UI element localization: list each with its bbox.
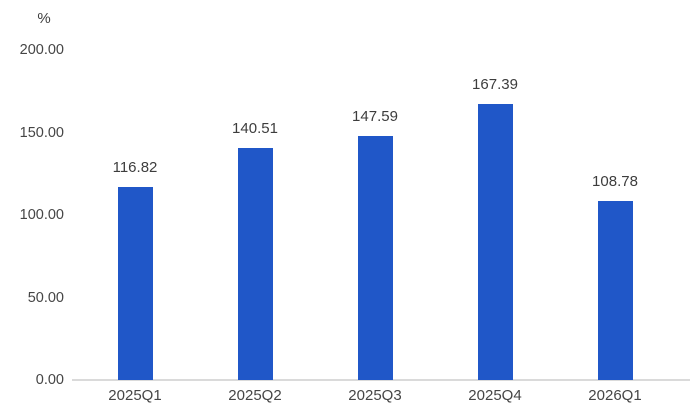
- x-axis-tick-label: 2025Q3: [348, 387, 402, 404]
- bar-value-label: 167.39: [472, 75, 518, 93]
- bar-value-label: 140.51: [232, 120, 278, 138]
- y-axis-tick-label: 100.00: [19, 207, 64, 223]
- x-axis-tick-label: 2025Q1: [108, 387, 162, 404]
- y-axis-unit-label: %: [37, 10, 51, 27]
- y-axis-tick-label: 150.00: [19, 124, 64, 141]
- x-axis-tick-label: 2026Q1: [588, 387, 642, 404]
- bar[interactable]: [597, 200, 633, 380]
- bar-value-label: 116.82: [112, 159, 158, 177]
- y-axis-tick-label: 0.00: [35, 372, 64, 388]
- x-axis-tick-label: 2025Q2: [228, 387, 282, 404]
- bar[interactable]: [477, 103, 513, 380]
- x-axis-tick-label: 2025Q4: [468, 387, 522, 404]
- x-axis-line: [72, 379, 690, 381]
- bar[interactable]: [117, 187, 153, 380]
- bar[interactable]: [237, 148, 273, 380]
- y-axis-tick-label: 50.00: [27, 289, 64, 306]
- bar[interactable]: [357, 136, 393, 380]
- y-axis-tick-label: 200.00: [19, 42, 64, 58]
- bar-value-label: 147.59: [352, 108, 398, 126]
- bar-value-label: 108.78: [592, 172, 638, 190]
